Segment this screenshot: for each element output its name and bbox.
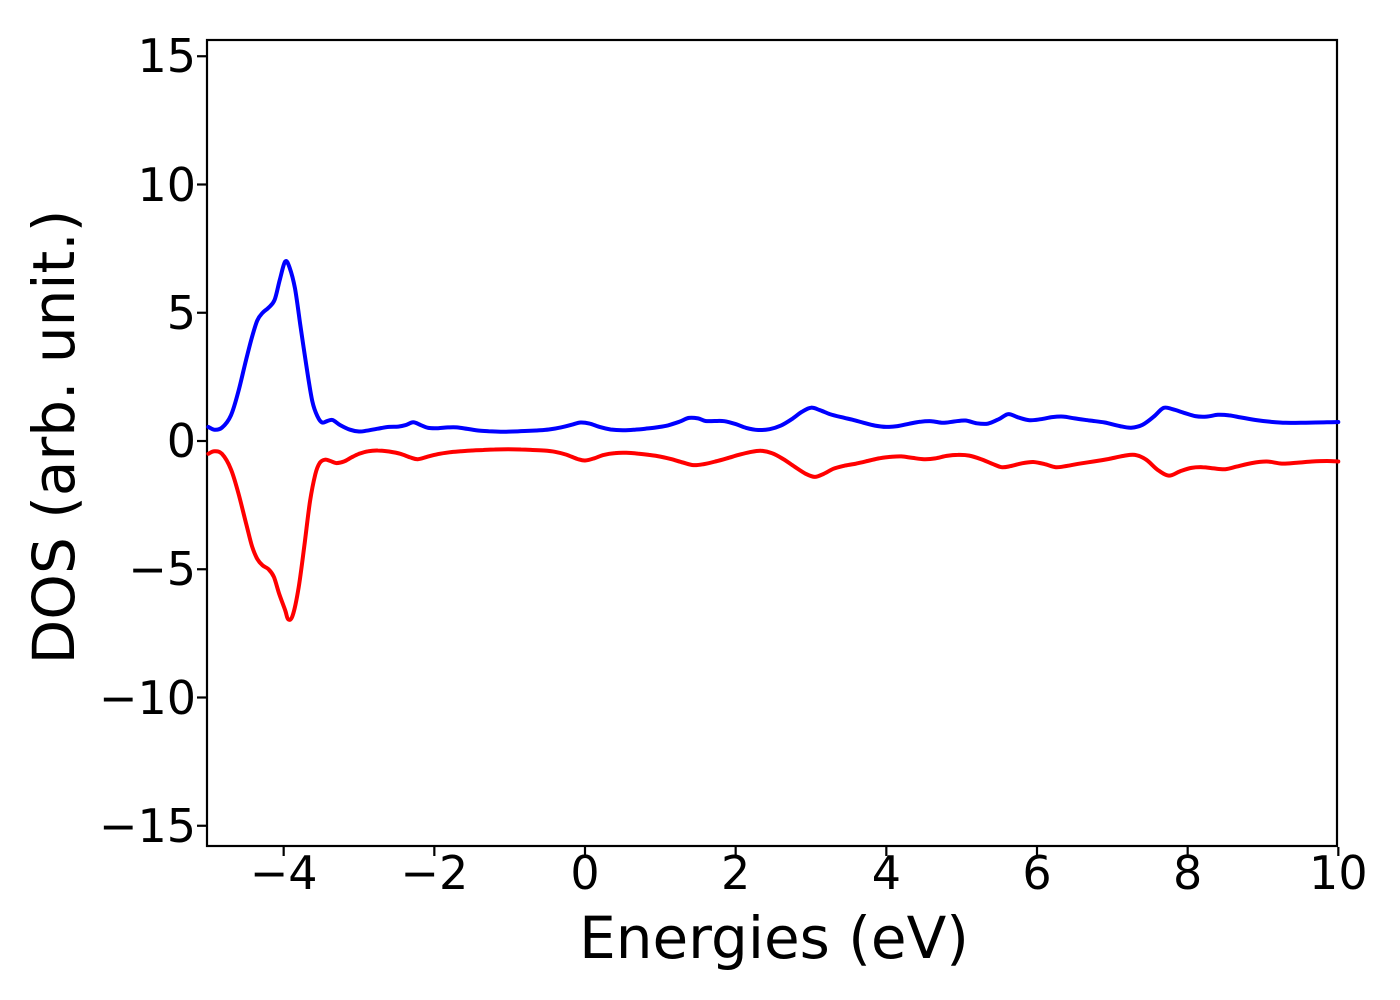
y-tick-label: 15: [137, 29, 196, 84]
y-tick-label: 10: [137, 157, 196, 212]
x-tick-label: 2: [721, 846, 751, 900]
x-tick-label: 8: [1173, 846, 1203, 900]
y-tick-label: −5: [128, 542, 196, 597]
x-tick-label: 0: [570, 846, 600, 900]
y-tick-label: −10: [98, 670, 196, 725]
x-axis-label: Energies (eV): [579, 904, 969, 972]
x-tick-label: −4: [249, 846, 318, 900]
blue-curve-spin-up-dos: [206, 259, 1341, 434]
y-tick-label: 0: [166, 414, 196, 468]
x-tick-label: 6: [1022, 846, 1052, 900]
y-tick-label: 5: [166, 285, 196, 340]
y-tick-label: −15: [98, 798, 196, 853]
x-tick-label: 10: [1309, 846, 1368, 900]
plot-frame: [205, 38, 1339, 848]
red-curve-spin-down-dos: [206, 447, 1341, 622]
x-tick-label: −2: [400, 846, 469, 900]
x-tick-label: 4: [871, 846, 901, 900]
